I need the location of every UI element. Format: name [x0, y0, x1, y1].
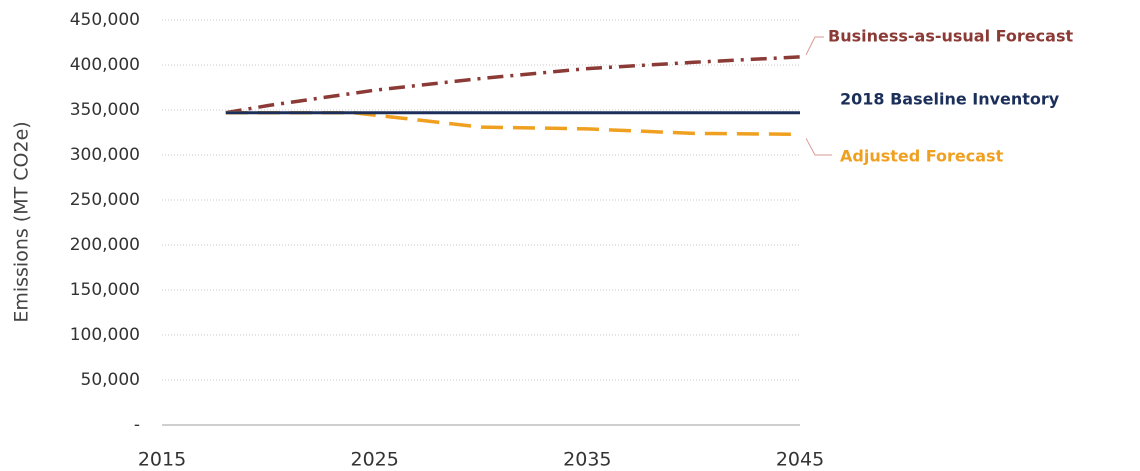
- series-line: [225, 110, 801, 137]
- series-label: Adjusted Forecast: [840, 147, 1004, 166]
- label-leader: [805, 138, 832, 156]
- y-axis-title: Emissions (MT CO2e): [11, 121, 33, 322]
- y-tick-label: 250,000: [70, 190, 140, 210]
- y-tick-label: -: [134, 415, 140, 435]
- y-tick-label: 450,000: [70, 10, 140, 30]
- series-line: [225, 55, 801, 115]
- y-tick-label: 350,000: [70, 100, 140, 120]
- x-tick-label: 2045: [776, 449, 824, 471]
- y-tick-label: 100,000: [70, 325, 140, 345]
- series-label: Business-as-usual Forecast: [828, 27, 1073, 46]
- series-label: 2018 Baseline Inventory: [840, 90, 1060, 109]
- x-tick-label: 2035: [563, 449, 611, 471]
- y-tick-label: 300,000: [70, 145, 140, 165]
- x-tick-label: 2015: [138, 449, 186, 471]
- y-tick-label: 150,000: [70, 280, 140, 300]
- x-tick-label: 2025: [350, 449, 398, 471]
- y-tick-label: 200,000: [70, 235, 140, 255]
- y-tick-label: 50,000: [81, 370, 140, 390]
- label-leader: [805, 36, 824, 56]
- y-tick-label: 400,000: [70, 55, 140, 75]
